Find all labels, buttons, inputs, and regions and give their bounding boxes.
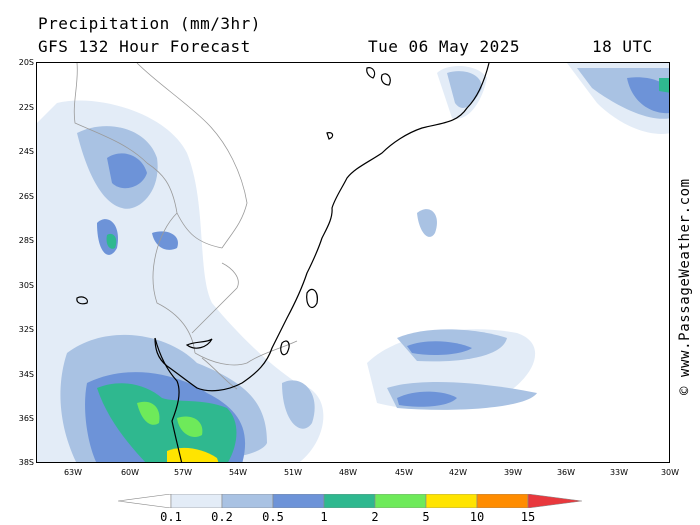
lon-label: 45W	[394, 468, 414, 477]
lon-label: 51W	[283, 468, 303, 477]
lat-label: 36S	[18, 414, 34, 423]
coast-island-3	[326, 132, 334, 140]
precip-zone-low-mid	[417, 209, 437, 237]
lon-label: 57W	[173, 468, 193, 477]
precip-zone-mid-east1	[407, 341, 472, 356]
coast-island-4	[76, 296, 88, 305]
legend-swatch	[118, 494, 172, 508]
legend-swatch	[221, 494, 274, 508]
precip-zone-mid-ne	[627, 77, 669, 114]
coast-island-1	[366, 67, 376, 79]
forecast-model: GFS 132 Hour Forecast	[38, 37, 251, 56]
legend-label: 0.5	[262, 510, 284, 524]
lon-label: 33W	[609, 468, 629, 477]
precip-zone-high-ne	[659, 78, 669, 93]
precip-zone-high	[97, 383, 237, 462]
precip-legend-bar	[118, 494, 582, 508]
legend-label: 2	[371, 510, 379, 524]
coastline-brazil	[154, 63, 490, 392]
lat-label: 24S	[18, 147, 34, 156]
legend-label: 0.2	[211, 510, 233, 524]
precipitation-field	[37, 63, 669, 462]
legend-label: 10	[469, 510, 485, 524]
lat-label: 30S	[18, 281, 34, 290]
coastline-uruguay	[154, 337, 183, 462]
precip-zone-low-top	[447, 71, 482, 108]
precip-zone-low-se	[282, 380, 315, 429]
precip-zone-peak	[167, 447, 219, 462]
legend-swatch	[323, 494, 376, 508]
lon-label: 60W	[120, 468, 140, 477]
lat-label: 20S	[18, 58, 34, 67]
legend-label: 0.1	[160, 510, 182, 524]
coastline	[76, 63, 490, 462]
legend-swatch	[476, 494, 529, 508]
site-credit: © www.PassageWeather.com	[677, 178, 693, 395]
lat-label: 26S	[18, 192, 34, 201]
legend-swatch	[425, 494, 478, 508]
legend-swatch	[527, 494, 582, 508]
lat-label: 28S	[18, 236, 34, 245]
legend-label: 1	[320, 510, 328, 524]
precipitation-map	[36, 62, 670, 463]
legend-swatch	[170, 494, 223, 508]
lat-label: 38S	[18, 458, 34, 467]
lon-label: 36W	[556, 468, 576, 477]
map-canvas	[37, 63, 669, 462]
lon-label: 39W	[503, 468, 523, 477]
lat-label: 34S	[18, 370, 34, 379]
lon-label: 42W	[448, 468, 468, 477]
forecast-time: 18 UTC	[592, 37, 653, 56]
precip-zone-mid-east2	[397, 391, 457, 407]
lon-label: 54W	[228, 468, 248, 477]
country-borders	[73, 63, 298, 390]
coast-lagoon	[280, 340, 290, 356]
precip-zone-higher	[137, 401, 203, 438]
legend-swatch	[272, 494, 325, 508]
lon-label: 30W	[660, 468, 680, 477]
legend-label: 5	[422, 510, 430, 524]
coast-island-2	[380, 73, 391, 86]
forecast-date: Tue 06 May 2025	[368, 37, 520, 56]
lon-label: 48W	[338, 468, 358, 477]
precip-zone-mid-west	[107, 153, 147, 189]
lat-label: 22S	[18, 103, 34, 112]
legend-swatch	[374, 494, 427, 508]
lon-label: 63W	[63, 468, 83, 477]
precip-zone-high-n	[106, 233, 117, 249]
coast-island-5	[185, 338, 213, 349]
legend-label: 15	[520, 510, 536, 524]
coast-lagoon-2	[306, 288, 318, 308]
chart-title: Precipitation (mm/3hr)	[38, 14, 261, 33]
lat-label: 32S	[18, 325, 34, 334]
